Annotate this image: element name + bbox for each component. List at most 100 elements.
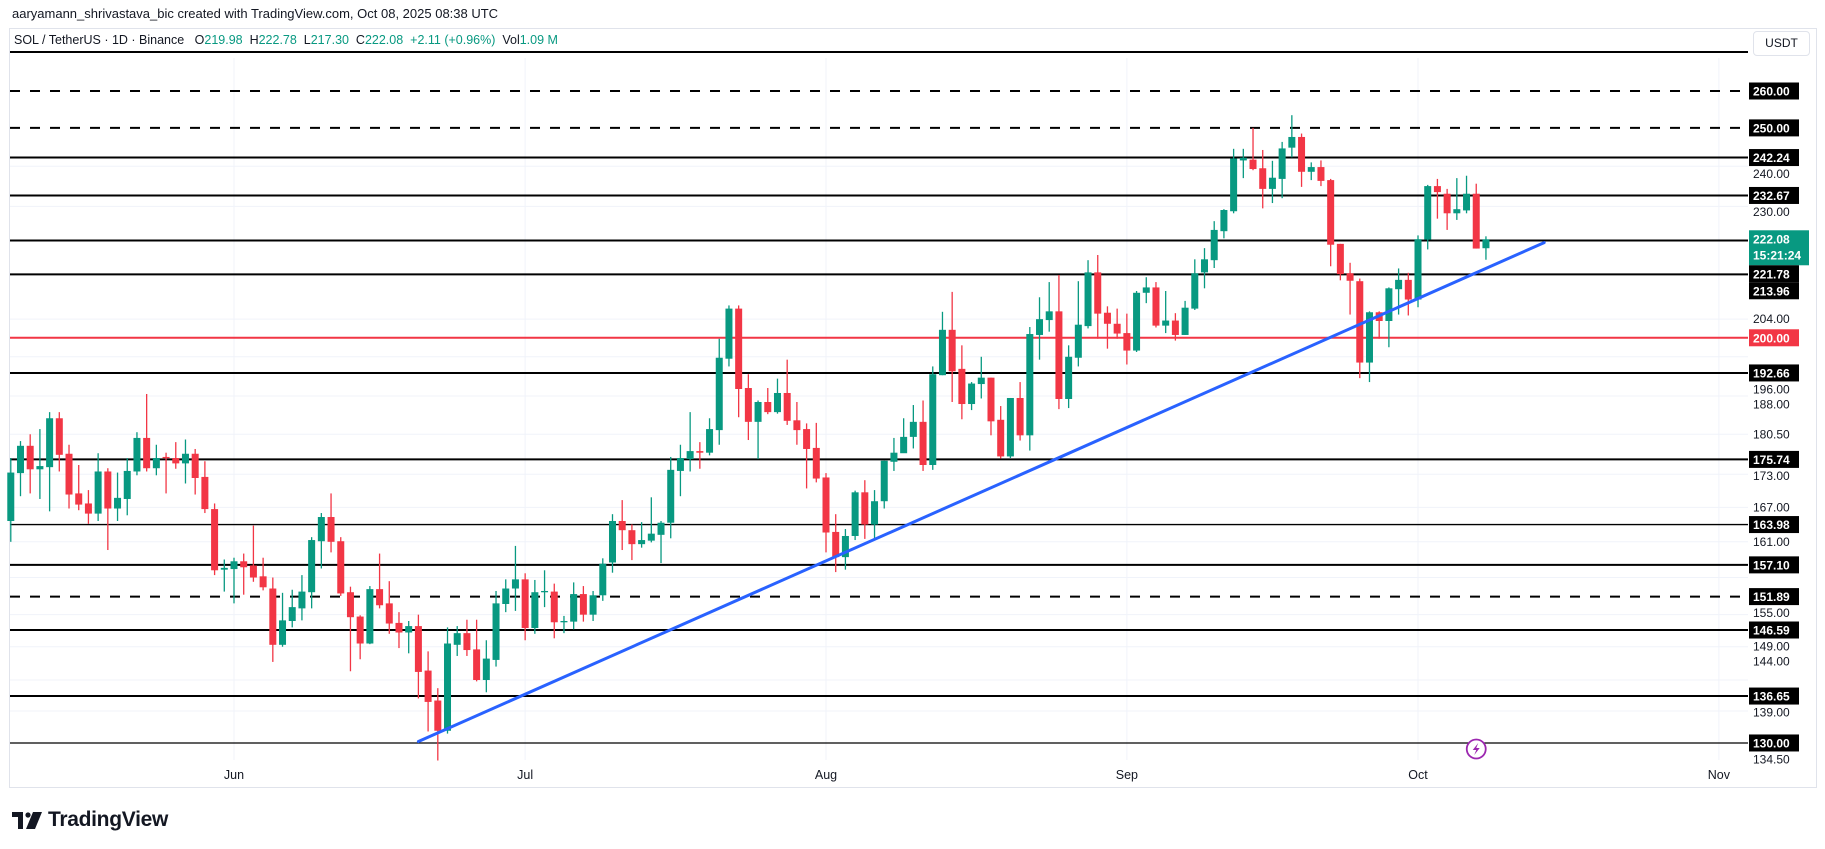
candle[interactable] [114, 472, 122, 522]
candle[interactable] [725, 305, 733, 367]
candle[interactable] [890, 437, 898, 471]
candle[interactable] [84, 490, 92, 524]
candle[interactable] [1336, 243, 1344, 281]
candle[interactable] [1239, 148, 1247, 179]
candle[interactable] [1346, 262, 1354, 315]
candle[interactable] [1074, 281, 1082, 367]
candle[interactable] [36, 429, 44, 499]
candle[interactable] [977, 356, 985, 399]
candle[interactable] [550, 583, 558, 639]
candle[interactable] [861, 480, 869, 539]
candle[interactable] [929, 366, 937, 470]
candle[interactable] [735, 305, 743, 418]
candle[interactable] [424, 651, 432, 732]
candle[interactable] [1094, 254, 1102, 339]
candle[interactable] [405, 620, 413, 654]
candle[interactable] [181, 439, 189, 484]
candle[interactable] [191, 448, 199, 495]
candle[interactable] [599, 558, 607, 601]
candle[interactable] [317, 513, 325, 569]
candle[interactable] [812, 422, 820, 483]
candle[interactable] [589, 590, 597, 621]
candle[interactable] [541, 570, 549, 608]
candle[interactable] [1259, 149, 1267, 209]
candle[interactable] [123, 458, 131, 516]
candle[interactable] [298, 575, 306, 621]
candle[interactable] [249, 525, 257, 582]
candle[interactable] [1123, 313, 1131, 365]
candle[interactable] [773, 378, 781, 414]
candle[interactable] [1026, 327, 1034, 451]
candle[interactable] [434, 688, 442, 761]
candle[interactable] [667, 456, 675, 539]
currency-button[interactable]: USDT [1753, 31, 1810, 56]
candle[interactable] [647, 497, 655, 543]
candle[interactable] [502, 579, 510, 613]
candle[interactable] [1307, 162, 1315, 181]
candle[interactable] [618, 500, 626, 551]
candle[interactable] [414, 614, 422, 699]
candle[interactable] [754, 400, 762, 460]
candle[interactable] [871, 490, 879, 541]
candle[interactable] [7, 458, 15, 542]
candle[interactable] [968, 382, 976, 411]
candle[interactable] [938, 311, 946, 376]
candle[interactable] [997, 406, 1005, 459]
candle[interactable] [492, 590, 500, 667]
candle[interactable] [1356, 278, 1364, 379]
candle[interactable] [26, 434, 34, 494]
candle[interactable] [211, 503, 219, 576]
candle[interactable] [638, 522, 646, 548]
candle[interactable] [220, 559, 228, 592]
candle[interactable] [46, 412, 54, 512]
candle[interactable] [1249, 127, 1257, 171]
candle[interactable] [385, 581, 393, 634]
candle[interactable] [1278, 141, 1286, 199]
candle[interactable] [803, 423, 811, 489]
candle[interactable] [1016, 382, 1024, 441]
candle[interactable] [1268, 160, 1276, 204]
candle[interactable] [822, 473, 830, 553]
candle[interactable] [482, 640, 490, 693]
candle[interactable] [1152, 282, 1160, 328]
candle[interactable] [1162, 290, 1170, 334]
candle[interactable] [608, 514, 616, 573]
candle[interactable] [1414, 235, 1422, 308]
candle[interactable] [948, 291, 956, 403]
candle[interactable] [880, 460, 888, 509]
candle[interactable] [288, 589, 296, 628]
candle[interactable] [473, 619, 481, 682]
candle[interactable] [1472, 183, 1480, 249]
candle[interactable] [744, 374, 752, 441]
candle[interactable] [337, 537, 345, 596]
candle[interactable] [560, 615, 568, 634]
candle[interactable] [16, 441, 24, 497]
candle[interactable] [531, 579, 539, 634]
candle[interactable] [1055, 275, 1063, 410]
candle[interactable] [1006, 397, 1014, 459]
candle[interactable] [162, 452, 170, 494]
candle[interactable] [1385, 287, 1393, 348]
candle[interactable] [1113, 308, 1121, 339]
candle[interactable] [521, 573, 529, 641]
candle[interactable] [201, 461, 209, 514]
candle[interactable] [1045, 282, 1053, 332]
candle[interactable] [1365, 311, 1373, 383]
candle[interactable] [793, 402, 801, 445]
candle[interactable] [783, 359, 791, 425]
candle[interactable] [1482, 236, 1490, 260]
candle[interactable] [172, 442, 180, 469]
candle[interactable] [1220, 209, 1228, 239]
candle[interactable] [143, 393, 151, 472]
candle[interactable] [75, 464, 83, 511]
candle[interactable] [1181, 300, 1189, 335]
candle[interactable] [715, 338, 723, 445]
candle[interactable] [55, 412, 63, 472]
candle[interactable] [463, 619, 471, 656]
candle[interactable] [279, 592, 287, 647]
candle[interactable] [240, 553, 248, 595]
candle[interactable] [1463, 175, 1471, 214]
candle[interactable] [327, 493, 335, 553]
